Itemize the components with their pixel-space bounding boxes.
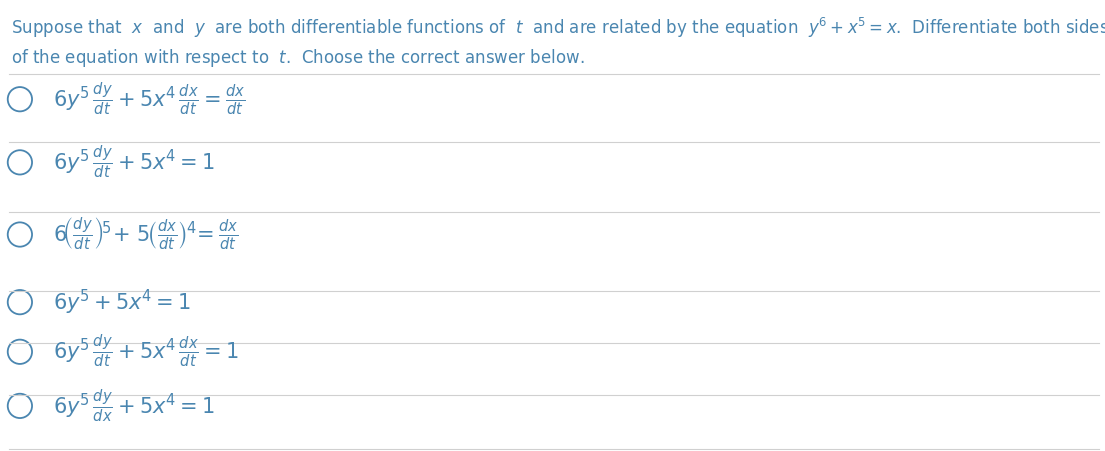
Text: $6y^5\,\frac{dy}{dt} + 5x^4 = 1$: $6y^5\,\frac{dy}{dt} + 5x^4 = 1$ <box>53 144 214 181</box>
Text: Suppose that  $x$  and  $y$  are both differentiable functions of  $t$  and are : Suppose that $x$ and $y$ are both differ… <box>11 16 1105 40</box>
Text: $6y^5 + 5x^4 = 1$: $6y^5 + 5x^4 = 1$ <box>53 288 191 317</box>
Text: $6y^5\,\frac{dy}{dt} + 5x^4\,\frac{dx}{dt} = \frac{dx}{dt}$: $6y^5\,\frac{dy}{dt} + 5x^4\,\frac{dx}{d… <box>53 81 245 118</box>
Text: $6\!\left(\frac{dy}{dt}\right)^{\!5}\!+\,5\!\left(\frac{dx}{dt}\right)^{\!4}\!=\: $6\!\left(\frac{dy}{dt}\right)^{\!5}\!+\… <box>53 216 239 253</box>
Text: of the equation with respect to  $t$.  Choose the correct answer below.: of the equation with respect to $t$. Cho… <box>11 47 585 69</box>
Text: $6y^5\,\frac{dy}{dx} + 5x^4 = 1$: $6y^5\,\frac{dy}{dx} + 5x^4 = 1$ <box>53 387 214 424</box>
Text: $6y^5\,\frac{dy}{dt} + 5x^4\,\frac{dx}{dt} = 1$: $6y^5\,\frac{dy}{dt} + 5x^4\,\frac{dx}{d… <box>53 333 239 370</box>
